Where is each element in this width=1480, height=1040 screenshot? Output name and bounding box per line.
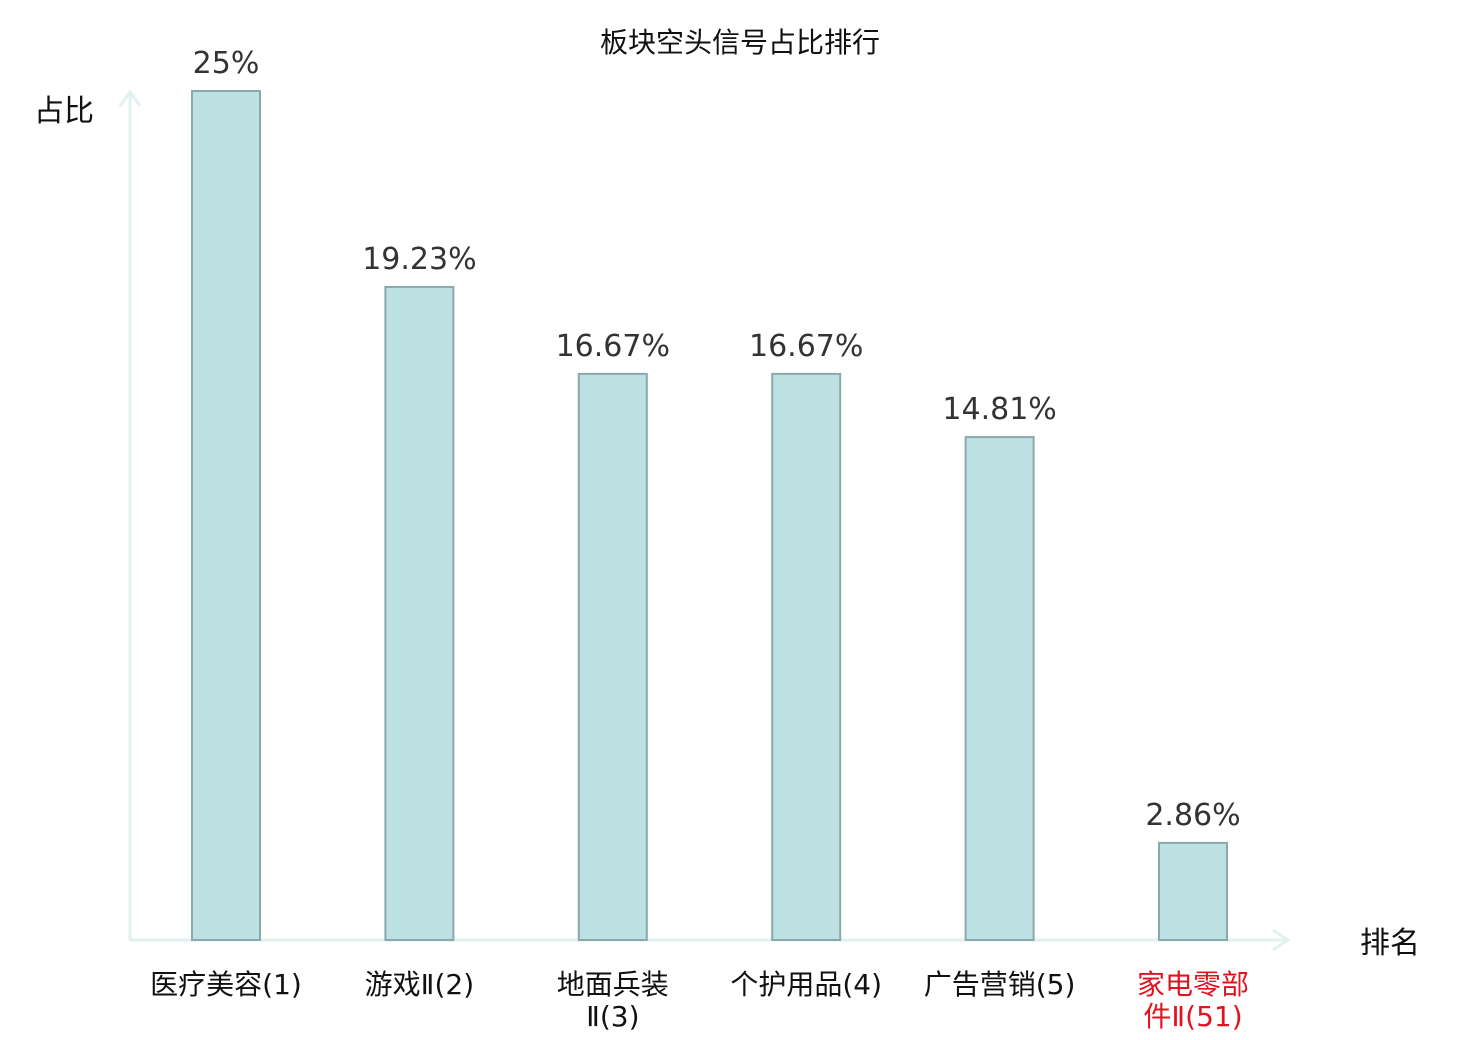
y-axis-arrow (118, 89, 142, 107)
x-tick-label-3-line-1: 地面兵装 (557, 968, 669, 1001)
x-axis-arrow (1272, 928, 1291, 952)
bar-5 (964, 436, 1035, 941)
x-tick-label-1: 医疗美容(1) (150, 968, 302, 1001)
y-axis-label: 占比 (34, 94, 94, 129)
x-tick-label-3-line-2: Ⅱ(3) (586, 1000, 639, 1033)
bar-6 (1158, 841, 1228, 941)
x-tick-label-6-line-2: 件Ⅱ(51) (1143, 1000, 1242, 1033)
x-tick-label-2: 游戏Ⅱ(2) (365, 968, 474, 1001)
bar-3 (577, 372, 648, 942)
chart-title: 板块空头信号占比排行 (600, 26, 880, 59)
bar-value-label-2: 19.23% (362, 242, 476, 277)
bar-value-label-4: 16.67% (749, 329, 863, 364)
x-tick-label-4: 个护用品(4) (730, 968, 882, 1001)
x-axis-label: 排名 (1360, 926, 1420, 961)
bar-1 (191, 90, 261, 941)
bar-4 (771, 372, 842, 942)
bar-value-label-1: 25% (193, 46, 260, 81)
bar-value-label-5: 14.81% (942, 392, 1056, 427)
x-tick-label-5: 广告营销(5) (924, 968, 1076, 1001)
bar-value-label-6: 2.86% (1145, 798, 1240, 833)
x-tick-label-6-line-1: 家电零部 (1137, 968, 1249, 1001)
bar-value-label-3: 16.67% (556, 329, 670, 364)
bar-2 (384, 285, 455, 941)
